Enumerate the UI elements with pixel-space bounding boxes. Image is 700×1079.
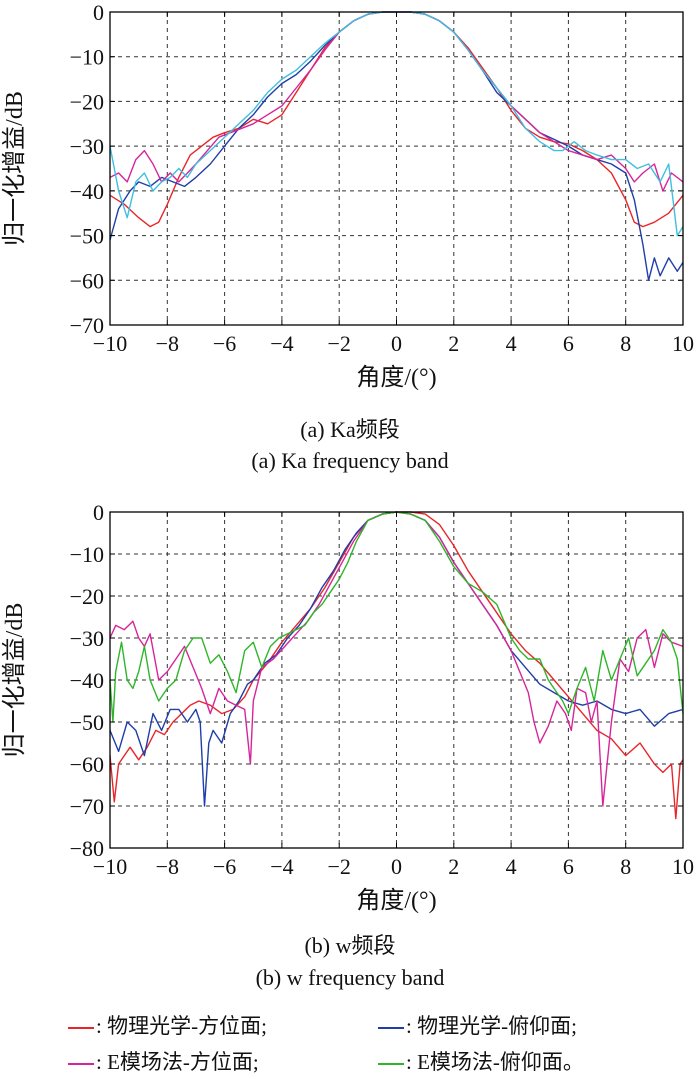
- y-tick-label: −50: [70, 710, 104, 735]
- x-tick-label: 0: [391, 331, 402, 356]
- chart-w-band: −10 −8 −6 −4 −2 0 2 4 6 8 100−10−20−30−40−50−60−70…: [1, 500, 694, 914]
- y-tick-label: 0: [93, 500, 104, 525]
- y-tick-label: −50: [70, 224, 104, 249]
- x-axis-label: 角度/(°): [356, 364, 436, 391]
- legend-swatch: [378, 1027, 404, 1030]
- x-tick-label: 10: [672, 854, 694, 879]
- y-tick-label: 0: [93, 0, 104, 25]
- caption-a-en: (a) Ka frequency band: [251, 448, 449, 473]
- y-tick-label: −20: [70, 584, 104, 609]
- y-tick-label: −60: [70, 268, 104, 293]
- y-tick-label: −30: [70, 626, 104, 651]
- x-tick-label: 0: [391, 854, 402, 879]
- caption-a-cn: (a) Ka频段: [300, 417, 400, 442]
- caption-b-cn: (b) w频段: [304, 933, 396, 958]
- y-axis-label: 归一化增益/dB: [1, 603, 28, 758]
- series-line-4: [109, 511, 684, 723]
- x-tick-label: −10: [93, 854, 127, 879]
- y-tick-label: −40: [70, 179, 104, 204]
- x-tick-label: 4: [506, 331, 517, 356]
- x-tick-label: 8: [620, 854, 631, 879]
- x-tick-label: −4: [270, 854, 293, 879]
- x-tick-label: −8: [156, 854, 179, 879]
- legend-item-emode-azimuth: : E模场法-方位面;: [68, 1046, 259, 1076]
- x-tick-label: −8: [156, 331, 179, 356]
- series-line-2: [109, 511, 684, 807]
- x-tick-label: 4: [506, 854, 517, 879]
- x-tick-label: −6: [213, 854, 236, 879]
- legend-swatch: [378, 1063, 404, 1066]
- x-tick-label: 2: [448, 854, 459, 879]
- legend-label: : 物理光学-方位面;: [96, 1014, 267, 1038]
- y-tick-label: −20: [70, 89, 104, 114]
- y-tick-label: −70: [70, 313, 104, 338]
- legend-label: : 物理光学-俯仰面;: [406, 1014, 577, 1038]
- legend-label: : E模场法-俯仰面。: [406, 1050, 584, 1074]
- x-tick-label: 6: [563, 331, 574, 356]
- y-tick-label: −40: [70, 668, 104, 693]
- y-tick-label: −10: [70, 542, 104, 567]
- legend-item-po-azimuth: : 物理光学-方位面;: [68, 1010, 267, 1040]
- x-tick-label: −6: [213, 331, 236, 356]
- y-tick-label: −60: [70, 752, 104, 777]
- legend-item-po-elevation: : 物理光学-俯仰面;: [378, 1010, 577, 1040]
- x-tick-label: −4: [270, 331, 293, 356]
- legend-swatch: [68, 1027, 94, 1030]
- legend-item-emode-elevation: : E模场法-俯仰面。: [378, 1046, 584, 1076]
- x-tick-label: 10: [672, 331, 694, 356]
- x-tick-label: −10: [93, 331, 127, 356]
- chart-ka-band: −10 −8 −6 −4 −2 0 2 4 6 8 100−10−20−30−40−50−60−70…: [1, 0, 694, 391]
- y-tick-label: −30: [70, 134, 104, 159]
- legend-label: : E模场法-方位面;: [96, 1050, 259, 1074]
- x-axis-label: 角度/(°): [356, 887, 436, 914]
- caption-b-en: (b) w frequency band: [255, 965, 445, 990]
- y-tick-label: −10: [70, 45, 104, 70]
- y-axis-label: 归一化增益/dB: [1, 91, 28, 246]
- x-tick-label: 8: [620, 331, 631, 356]
- x-tick-label: −2: [327, 854, 350, 879]
- y-tick-label: −80: [70, 836, 104, 861]
- y-tick-label: −70: [70, 794, 104, 819]
- x-tick-label: 6: [563, 854, 574, 879]
- legend-swatch: [68, 1063, 94, 1066]
- x-tick-label: 2: [448, 331, 459, 356]
- x-tick-label: −2: [327, 331, 350, 356]
